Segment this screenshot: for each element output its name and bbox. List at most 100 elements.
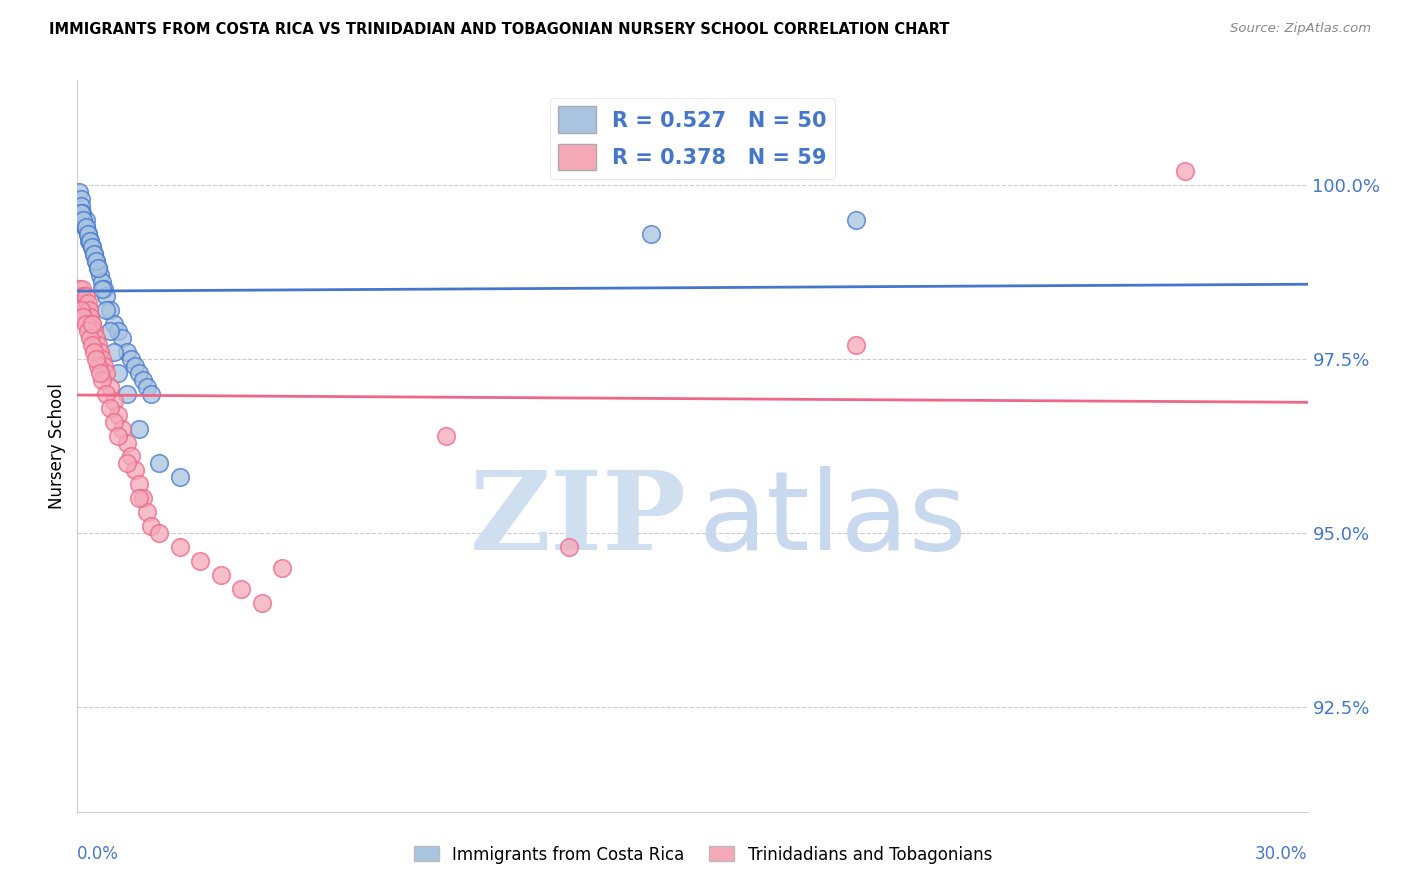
Point: [231, 582, 253, 596]
Point: [67, 185, 90, 199]
Point: [80, 240, 103, 254]
Point: [83, 324, 105, 338]
Point: [141, 386, 163, 401]
Point: [80, 338, 103, 352]
Point: [845, 338, 868, 352]
Point: [89, 345, 111, 359]
Point: [120, 351, 142, 366]
Point: [436, 428, 458, 442]
Point: [69, 289, 91, 303]
Point: [89, 268, 111, 283]
Point: [98, 324, 121, 338]
Point: [94, 366, 117, 380]
Point: [76, 227, 98, 241]
Point: [103, 317, 125, 331]
Point: [90, 282, 114, 296]
Point: [90, 373, 114, 387]
Point: [128, 421, 150, 435]
Point: [90, 275, 114, 289]
Point: [103, 415, 125, 429]
Point: [103, 345, 125, 359]
Point: [132, 373, 155, 387]
Point: [169, 540, 191, 554]
Point: [67, 282, 90, 296]
Point: [84, 254, 107, 268]
Point: [69, 192, 91, 206]
Point: [70, 282, 93, 296]
Point: [115, 386, 138, 401]
Point: [70, 296, 93, 310]
Point: [72, 212, 94, 227]
Point: [89, 366, 111, 380]
Point: [73, 296, 96, 310]
Point: [136, 505, 159, 519]
Point: [87, 338, 110, 352]
Point: [77, 234, 100, 248]
Y-axis label: Nursery School: Nursery School: [48, 383, 66, 509]
Point: [209, 567, 232, 582]
Point: [76, 227, 98, 241]
Point: [98, 303, 121, 318]
Point: [98, 401, 121, 415]
Point: [107, 366, 129, 380]
Text: atlas: atlas: [699, 466, 967, 573]
Point: [111, 421, 134, 435]
Point: [70, 303, 93, 318]
Point: [98, 380, 121, 394]
Point: [103, 393, 125, 408]
Legend: R = 0.527   N = 50, R = 0.378   N = 59: R = 0.527 N = 50, R = 0.378 N = 59: [550, 98, 835, 178]
Point: [79, 331, 101, 345]
Point: [70, 205, 93, 219]
Point: [72, 289, 94, 303]
Point: [76, 296, 98, 310]
Point: [79, 310, 101, 325]
Text: ZIP: ZIP: [470, 466, 686, 573]
Point: [75, 303, 97, 318]
Point: [75, 219, 97, 234]
Point: [87, 261, 110, 276]
Point: [93, 359, 115, 373]
Point: [72, 212, 94, 227]
Point: [80, 240, 103, 254]
Point: [1174, 164, 1197, 178]
Point: [94, 303, 117, 318]
Point: [84, 351, 107, 366]
Point: [115, 457, 138, 471]
Point: [90, 351, 114, 366]
Point: [250, 596, 273, 610]
Point: [79, 234, 101, 248]
Legend: Immigrants from Costa Rica, Trinidadians and Tobagonians: Immigrants from Costa Rica, Trinidadians…: [408, 839, 998, 871]
Point: [558, 540, 581, 554]
Point: [148, 457, 170, 471]
Text: IMMIGRANTS FROM COSTA RICA VS TRINIDADIAN AND TOBAGONIAN NURSERY SCHOOL CORRELAT: IMMIGRANTS FROM COSTA RICA VS TRINIDADIA…: [49, 22, 949, 37]
Text: 0.0%: 0.0%: [77, 845, 120, 863]
Point: [845, 212, 868, 227]
Point: [115, 435, 138, 450]
Point: [75, 212, 97, 227]
Point: [115, 345, 138, 359]
Point: [124, 359, 146, 373]
Point: [72, 310, 94, 325]
Point: [80, 317, 103, 331]
Point: [80, 317, 103, 331]
Point: [70, 205, 93, 219]
Point: [73, 219, 96, 234]
Point: [128, 477, 150, 491]
Point: [132, 491, 155, 506]
Point: [77, 303, 100, 318]
Text: 30.0%: 30.0%: [1256, 845, 1308, 863]
Text: Source: ZipAtlas.com: Source: ZipAtlas.com: [1230, 22, 1371, 36]
Point: [94, 289, 117, 303]
Point: [120, 450, 142, 464]
Point: [75, 219, 97, 234]
Point: [128, 491, 150, 506]
Point: [76, 324, 98, 338]
Point: [169, 470, 191, 484]
Point: [84, 331, 107, 345]
Point: [111, 331, 134, 345]
Point: [107, 428, 129, 442]
Point: [94, 386, 117, 401]
Point: [128, 366, 150, 380]
Point: [83, 345, 105, 359]
Point: [83, 247, 105, 261]
